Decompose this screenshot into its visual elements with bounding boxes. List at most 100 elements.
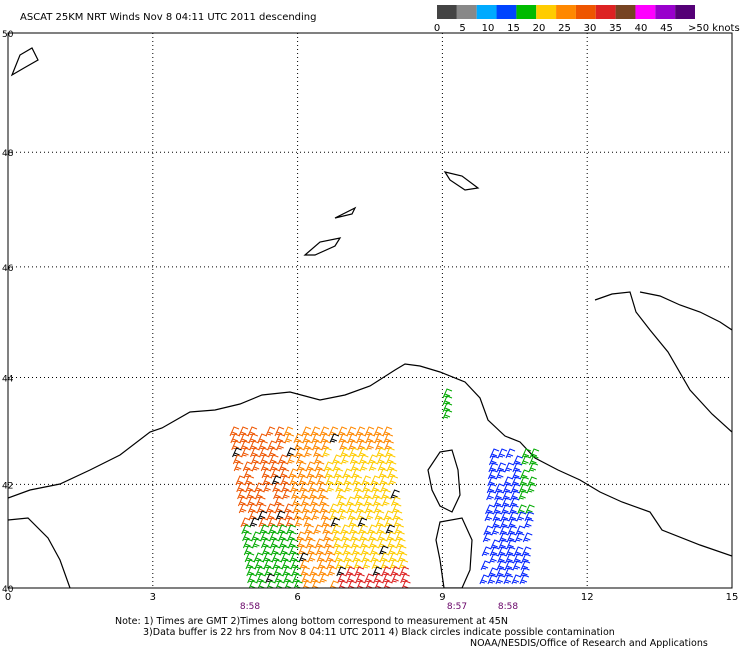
- wind-barb: [338, 580, 348, 588]
- wind-barb: [482, 532, 493, 543]
- note-line: 3)Data buffer is 22 hrs from Nov 8 04:11…: [143, 627, 615, 638]
- wind-barb: [442, 388, 453, 399]
- wind-barb: [261, 587, 264, 588]
- wind-barb: [263, 482, 273, 493]
- wind-barb: [351, 587, 354, 588]
- wind-barb: [505, 448, 516, 459]
- wind-barb: [366, 440, 376, 451]
- wind-barb: [329, 433, 340, 444]
- wind-barb: [401, 580, 411, 588]
- wind-barb: [324, 587, 327, 588]
- wind-barb: [489, 553, 499, 564]
- wind-barb: [313, 524, 323, 535]
- legend-label: 30: [584, 23, 597, 34]
- wind-barb: [252, 587, 255, 588]
- wind-barb: [442, 402, 453, 413]
- wind-barb: [528, 462, 539, 473]
- wind-barb: [359, 461, 370, 472]
- legend-label: 35: [609, 23, 622, 34]
- wind-barb: [327, 566, 337, 577]
- wind-barb: [319, 573, 329, 584]
- legend-swatch: [675, 5, 695, 19]
- wind-barb: [378, 587, 381, 588]
- legend-swatch: [456, 5, 477, 19]
- wind-barb: [512, 560, 523, 571]
- wind-barb: [511, 574, 522, 585]
- note-line: NOAA/NESDIS/Office of Research and Appli…: [470, 638, 708, 649]
- pass-time-label: 8:58: [498, 602, 518, 612]
- color-legend: 0 5 10 15 20 25 30 35 40 45 >50 knots: [434, 5, 740, 34]
- wind-barb: [238, 503, 249, 514]
- wind-barb: [306, 587, 309, 588]
- legend-label: 40: [635, 23, 648, 34]
- wind-barb: [362, 559, 373, 570]
- wind-barb: [381, 496, 392, 507]
- wind-barb: [286, 454, 297, 465]
- coastlines: [8, 47, 732, 588]
- legend-swatch: [536, 5, 557, 19]
- wind-barb: [276, 440, 286, 451]
- legend-label: 45: [660, 23, 673, 34]
- pass-time-label: 8:58: [240, 602, 260, 612]
- wind-barb: [495, 574, 506, 585]
- wind-barb: [442, 395, 453, 406]
- wind-barb: [519, 574, 530, 585]
- wind-barb: [480, 560, 491, 571]
- note-line: Note: 1) Times are GMT 2)Times along bot…: [115, 616, 508, 627]
- coastline: [8, 517, 71, 588]
- wind-barb: [251, 461, 262, 472]
- wind-barb: [497, 448, 508, 459]
- wind-barb: [284, 580, 294, 588]
- wind-barb: [279, 587, 282, 588]
- wind-barb: [365, 580, 375, 588]
- sardinia: [435, 517, 473, 588]
- wind-barb: [294, 517, 305, 528]
- wind-barb: [322, 447, 332, 458]
- wind-barb: [265, 426, 276, 437]
- wind-barb: [365, 510, 376, 521]
- wind-barb: [340, 454, 351, 465]
- legend-label: 5: [459, 23, 465, 34]
- map-title: ASCAT 25KM NRT Winds Nov 8 04:11 UTC 201…: [20, 12, 317, 23]
- wind-barb: [369, 587, 372, 588]
- latitude-label: 40: [2, 585, 14, 595]
- longitude-label: 9: [439, 592, 445, 603]
- legend-label: >50 knots: [688, 23, 740, 34]
- wind-barb: [342, 587, 345, 588]
- wind-barb: [326, 482, 336, 493]
- wind-barb: [347, 580, 357, 588]
- legend-swatch: [437, 5, 457, 19]
- wind-barbs: [229, 388, 540, 588]
- wind-barb: [374, 580, 384, 588]
- wind-barb: [388, 475, 399, 486]
- wind-barb: [516, 511, 527, 522]
- wind-barb: [282, 489, 292, 500]
- longitude-label: 12: [581, 592, 594, 603]
- wind-barb: [257, 580, 267, 588]
- wind-barb: [311, 580, 321, 588]
- wind-barb: [356, 580, 366, 588]
- lake: [334, 206, 357, 219]
- wind-barb: [338, 510, 349, 521]
- wind-barb: [266, 580, 276, 588]
- wind-barb: [344, 482, 354, 493]
- legend-swatch: [595, 5, 616, 19]
- wind-barb: [311, 510, 322, 521]
- wind-barb: [387, 587, 390, 588]
- wind-barb: [275, 580, 285, 588]
- longitude-label: 6: [294, 592, 300, 603]
- legend-label: 0: [434, 23, 440, 34]
- pass-time-label: 8:57: [447, 602, 467, 612]
- wind-barb: [442, 409, 453, 420]
- wind-barb: [514, 532, 525, 543]
- wind-barb: [484, 511, 495, 522]
- wind-barb: [522, 532, 533, 543]
- wind-barb: [368, 461, 379, 472]
- wind-barb: [486, 490, 496, 501]
- legend-swatch: [496, 5, 517, 19]
- wind-barb: [241, 447, 251, 458]
- wind-barb: [233, 461, 244, 472]
